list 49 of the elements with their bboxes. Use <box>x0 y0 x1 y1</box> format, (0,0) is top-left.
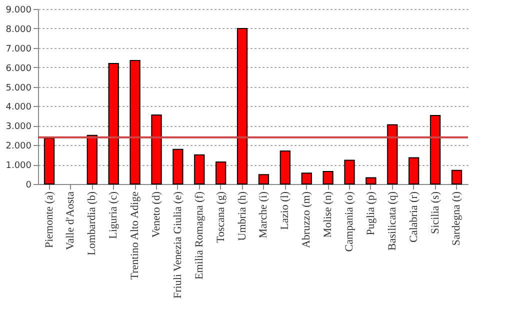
y-tick-label: 9.000 <box>6 6 32 16</box>
bar <box>387 124 398 184</box>
bar <box>108 62 119 184</box>
x-tick-label: Valle d'Aosta <box>64 191 77 250</box>
bar <box>301 172 312 184</box>
bar <box>172 148 184 184</box>
x-tick-label: Puglia (p) <box>364 191 377 236</box>
y-tick-label: 2.000 <box>6 142 32 152</box>
y-tick-label: 0 <box>26 180 32 190</box>
bar <box>344 160 355 184</box>
x-tick-label: Sardegna (t) <box>450 191 463 246</box>
y-tick-label: 8.000 <box>6 24 32 35</box>
bar <box>194 154 205 184</box>
y-tick-label: 5.000 <box>6 83 32 94</box>
bar <box>408 157 420 184</box>
bar <box>130 60 140 184</box>
bar <box>151 114 162 184</box>
x-tick-label: Abruzzo (m) <box>300 191 313 248</box>
bar <box>280 150 290 184</box>
bar <box>236 28 248 184</box>
bar <box>322 171 334 184</box>
x-tick-label: Campania (o) <box>344 191 356 252</box>
x-tick-label: Umbria (h) <box>236 191 248 241</box>
x-tick-label: Basilicata (q) <box>386 191 398 250</box>
x-tick-label: Sicilia (s) <box>429 191 442 234</box>
y-tick-label: 7.000 <box>6 44 32 54</box>
bar <box>366 177 376 184</box>
y-tick-label: 6.000 <box>6 64 32 74</box>
bar <box>451 170 462 184</box>
x-tick-label: Friuli Venezia Giulia (e) <box>172 191 184 299</box>
y-tick-label: 4.000 <box>6 102 32 113</box>
bar <box>258 174 270 184</box>
y-tick-label: 3.000 <box>6 122 32 132</box>
bar <box>430 115 441 184</box>
x-tick-label: Piemonte (a) <box>43 191 56 248</box>
y-tick-label: 1.000 <box>6 161 32 172</box>
bar <box>44 138 55 184</box>
x-tick-label: Veneto (d) <box>150 191 162 238</box>
x-tick-label: Toscana (g) <box>214 191 227 243</box>
x-tick-label: Emilia Romagna (f) <box>193 191 206 280</box>
bar <box>86 134 98 184</box>
x-tick-label: Calabria (r) <box>408 191 420 242</box>
bar <box>216 162 226 184</box>
x-tick-label: Liguria (c) <box>108 191 120 239</box>
x-tick-label: Trentino Alto Adige <box>129 191 142 280</box>
x-tick-label: Marche (i) <box>258 191 270 238</box>
x-tick-label: Lombardia (b) <box>86 191 98 256</box>
x-tick-label: Lazio (l) <box>279 191 292 230</box>
x-tick-label: Molise (n) <box>322 191 334 238</box>
